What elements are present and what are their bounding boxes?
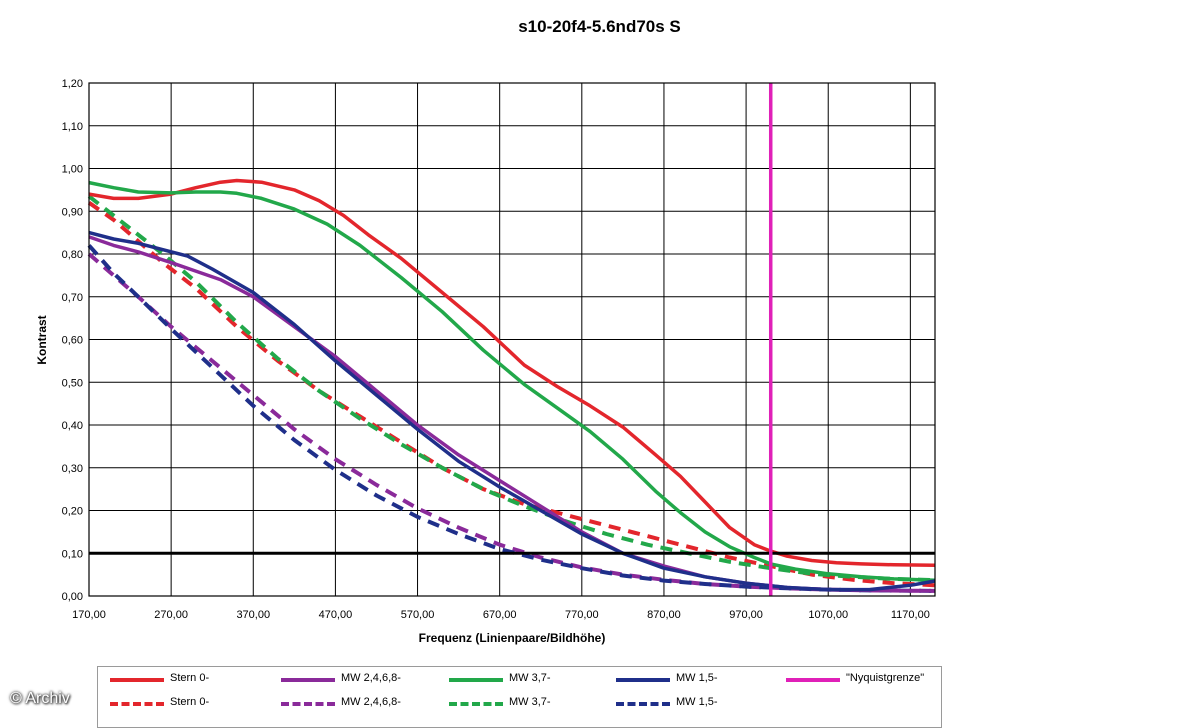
legend-swatch bbox=[616, 702, 670, 706]
legend-swatch bbox=[281, 678, 335, 682]
x-tick-label: 270,00 bbox=[154, 609, 188, 621]
legend-swatch bbox=[449, 702, 503, 706]
mtf-chart: 0,00 0,10 0,20 0,30 0,40 0,50 0,60 0,70 0,80 0,90… bbox=[35, 78, 936, 645]
copyright-watermark: © Archiv bbox=[10, 690, 70, 707]
legend-swatch bbox=[110, 702, 164, 706]
legend-label: MW 2,4,6,8- bbox=[341, 672, 401, 684]
series-group bbox=[87, 178, 936, 593]
legend-label: "Nyquistgrenze" bbox=[846, 672, 925, 684]
y-tick-label: 0,80 bbox=[62, 249, 83, 261]
y-tick-label: 0,30 bbox=[62, 463, 83, 475]
legend-swatch bbox=[281, 702, 335, 706]
plot-border bbox=[88, 82, 936, 597]
x-tick-label: 770,00 bbox=[565, 609, 599, 621]
y-tick-label: 1,20 bbox=[62, 78, 83, 90]
legend-label: MW 3,7- bbox=[509, 672, 551, 684]
series-line-solid-3 bbox=[88, 230, 936, 592]
y-tick-label: 0,10 bbox=[62, 548, 83, 560]
series-line-dashed-5 bbox=[87, 252, 936, 593]
x-axis-title: Frequenz (Linienpaare/Bildhöhe) bbox=[419, 631, 606, 645]
y-tick-label: 0,00 bbox=[62, 591, 83, 603]
series-line-dashed-6 bbox=[87, 194, 936, 583]
legend-label: MW 3,7- bbox=[509, 696, 551, 708]
x-tick-label: 470,00 bbox=[319, 609, 353, 621]
y-tick-label: 0,40 bbox=[62, 420, 83, 432]
series-line-solid-2 bbox=[88, 180, 936, 582]
x-tick-label: 1170,00 bbox=[891, 609, 930, 621]
legend-label: MW 1,5- bbox=[676, 672, 718, 684]
y-tick-label: 0,20 bbox=[62, 506, 83, 518]
series-line-dashed-7 bbox=[87, 244, 936, 593]
legend: Stern 0- MW 2,4,6,8- MW 3,7- MW 1,5- "Nyquis… bbox=[97, 666, 942, 728]
x-tick-label: 1070,00 bbox=[808, 609, 848, 621]
legend-swatch bbox=[110, 678, 164, 682]
y-tick-label: 0,50 bbox=[62, 377, 83, 389]
y-axis-title: Kontrast bbox=[35, 315, 49, 364]
y-tick-label: 0,90 bbox=[62, 206, 83, 218]
series-line-solid-0 bbox=[88, 178, 936, 567]
y-tick-label: 1,00 bbox=[62, 164, 83, 176]
chart-title: s10-20f4-5.6nd70s S bbox=[518, 17, 681, 36]
y-tick-label: 0,70 bbox=[62, 292, 83, 304]
legend-label: Stern 0- bbox=[170, 696, 210, 708]
x-tick-label: 870,00 bbox=[647, 609, 681, 621]
x-tick-label: 370,00 bbox=[236, 609, 270, 621]
x-tick-label: 970,00 bbox=[729, 609, 763, 621]
legend-label: MW 1,5- bbox=[676, 696, 718, 708]
x-tick-label: 170,00 bbox=[72, 609, 106, 621]
legend-label: MW 2,4,6,8- bbox=[341, 696, 401, 708]
legend-swatch bbox=[786, 678, 840, 682]
x-tick-label: 670,00 bbox=[483, 609, 517, 621]
legend-swatch bbox=[449, 678, 503, 682]
y-tick-label: 1,10 bbox=[62, 121, 83, 133]
x-tick-label: 570,00 bbox=[401, 609, 435, 621]
legend-swatch bbox=[616, 678, 670, 682]
reference-lines bbox=[89, 83, 935, 596]
y-tick-label: 0,60 bbox=[62, 335, 83, 347]
tick-labels: 0,00 0,10 0,20 0,30 0,40 0,50 0,60 0,70 0,80 0,90… bbox=[62, 78, 930, 621]
legend-label: Stern 0- bbox=[170, 672, 210, 684]
